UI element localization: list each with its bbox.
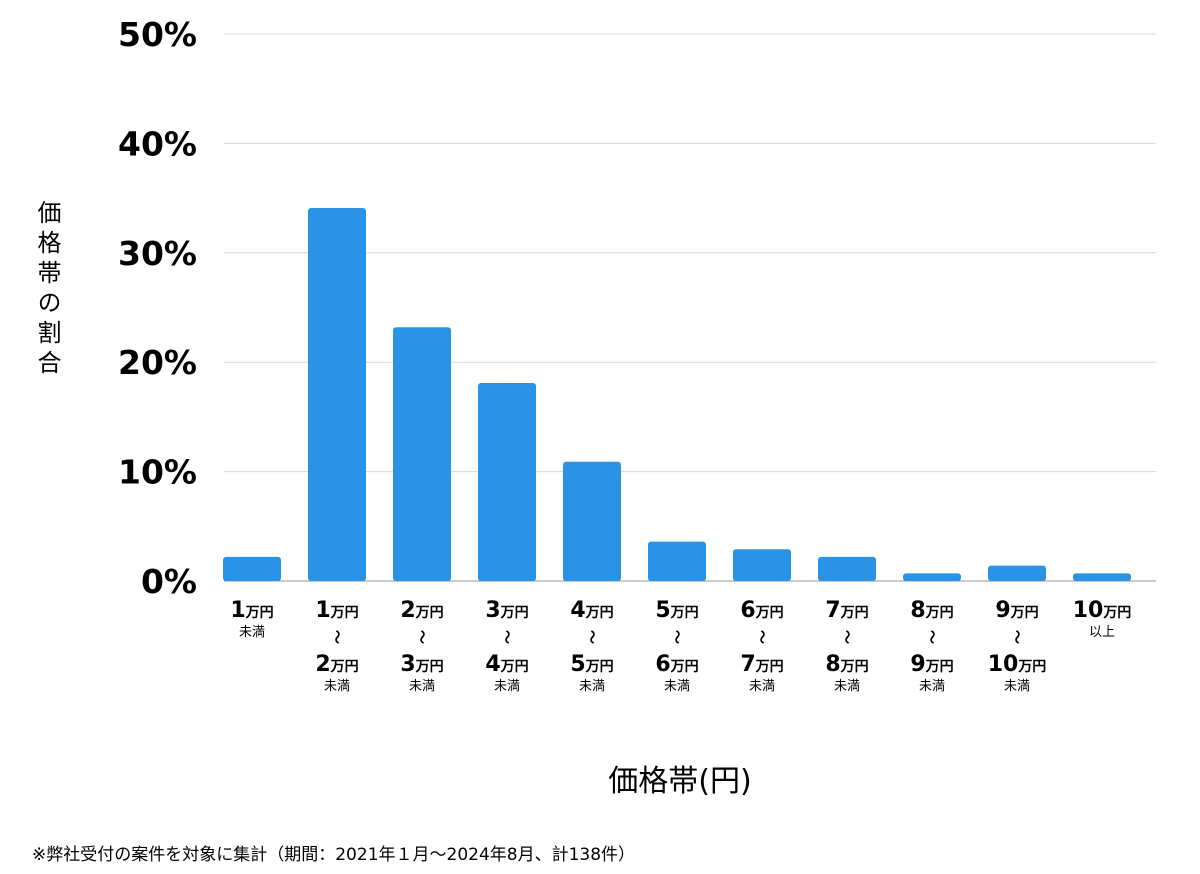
y-tick-label: 20% [118, 343, 197, 382]
x-tick-label: 9万円 [995, 598, 1038, 623]
bar [733, 549, 791, 581]
x-tick-suffix: 未満 [919, 679, 945, 694]
bar [563, 461, 621, 581]
bar [393, 327, 451, 581]
x-tick-separator: ～ [413, 630, 429, 644]
x-tick-separator: ～ [328, 630, 344, 644]
x-tick-label: 4万円 [485, 652, 528, 677]
bar [1073, 573, 1131, 581]
y-tick-label: 50% [118, 15, 197, 54]
x-tick-label: 1万円 [230, 598, 273, 623]
y-tick-label: 0% [141, 562, 197, 601]
x-tick-label: 5万円 [570, 652, 613, 677]
footnote: ※弊社受付の案件を対象に集計（期間：2021年１月～2024年8月、計138件） [32, 845, 636, 865]
x-tick-label: 6万円 [655, 652, 698, 677]
x-tick-suffix: 未満 [239, 625, 265, 640]
x-tick-label: 8万円 [825, 652, 868, 677]
bar [648, 541, 706, 581]
x-tick-label: 3万円 [400, 652, 443, 677]
x-tick-label: 4万円 [570, 598, 613, 623]
bar [988, 565, 1046, 581]
bar [308, 207, 366, 582]
x-tick-suffix: 未満 [324, 679, 350, 694]
x-tick-separator: ～ [753, 630, 769, 644]
x-tick-suffix: 未満 [579, 679, 605, 694]
x-tick-suffix: 未満 [409, 679, 435, 694]
x-tick-label: 2万円 [315, 652, 358, 677]
y-tick-label: 40% [118, 124, 197, 163]
bar [903, 573, 961, 581]
x-tick-label: 6万円 [740, 598, 783, 623]
x-tick-label: 7万円 [740, 652, 783, 677]
x-tick-suffix: 未満 [749, 679, 775, 694]
x-tick-label: 7万円 [825, 598, 868, 623]
x-tick-separator: ～ [923, 630, 939, 644]
x-tick-suffix: 未満 [664, 679, 690, 694]
bar [818, 556, 876, 581]
x-tick-separator: ～ [838, 630, 854, 644]
x-tick-suffix: 以上 [1089, 625, 1115, 640]
x-tick-separator: ～ [498, 630, 514, 644]
y-tick-label: 10% [118, 453, 197, 492]
bar [478, 382, 536, 581]
x-tick-label: 3万円 [485, 598, 528, 623]
x-tick-label: 9万円 [910, 652, 953, 677]
x-tick-suffix: 未満 [494, 679, 520, 694]
x-tick-suffix: 未満 [834, 679, 860, 694]
x-tick-label: 10万円 [988, 652, 1047, 677]
x-tick-label: 8万円 [910, 598, 953, 623]
x-tick-label: 10万円 [1073, 598, 1132, 623]
x-tick-separator: ～ [583, 630, 599, 644]
x-tick-separator: ～ [1008, 630, 1024, 644]
y-axis-label: 価格帯の割合 [33, 200, 61, 380]
x-tick-separator: ～ [668, 630, 684, 644]
x-tick-label: 2万円 [400, 598, 443, 623]
x-tick-suffix: 未満 [1004, 679, 1030, 694]
y-tick-label: 30% [118, 234, 197, 273]
x-tick-label: 5万円 [655, 598, 698, 623]
x-tick-label: 1万円 [315, 598, 358, 623]
x-axis-label: 価格帯(円) [608, 764, 752, 799]
bar [223, 556, 281, 581]
